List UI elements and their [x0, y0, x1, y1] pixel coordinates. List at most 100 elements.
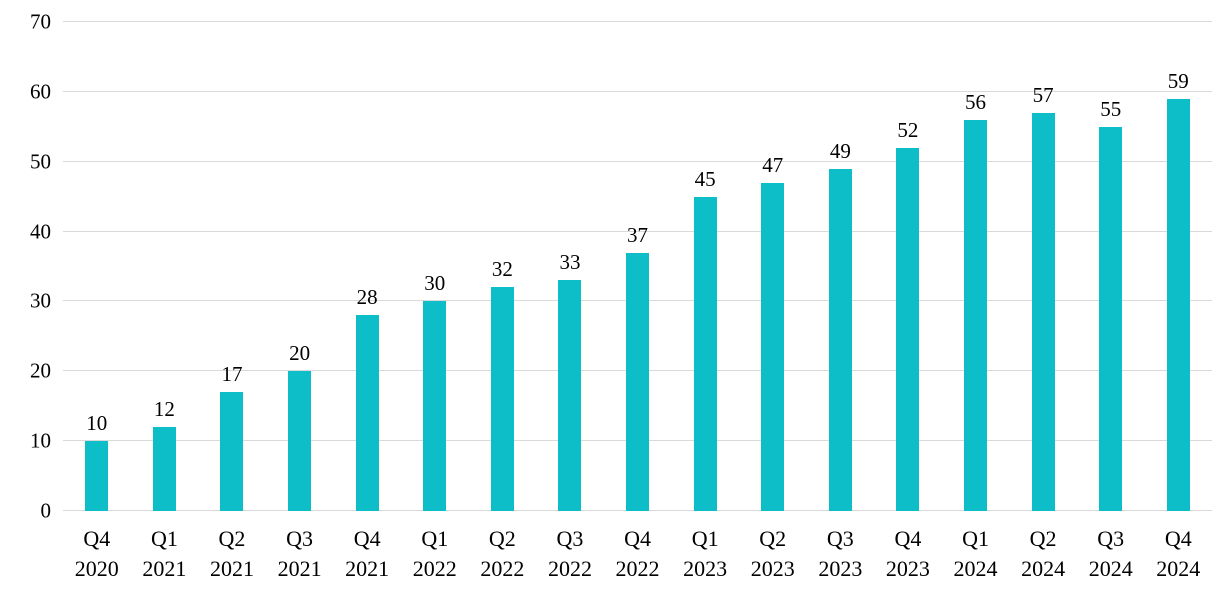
- x-axis-year-label: 2021: [345, 556, 390, 581]
- x-axis-year-label: 2023: [683, 556, 728, 581]
- bar-slot: 55: [1077, 22, 1145, 511]
- bar-value-label: 20: [289, 341, 311, 366]
- bar: [693, 196, 717, 511]
- x-axis-quarter-label: Q2: [218, 526, 246, 551]
- bar-value-label: 45: [694, 166, 716, 191]
- plot-area: 0 10 20 30 40 50 60 70 10 12 17 20 28 30 32 33 …: [30, 11, 1212, 521]
- x-axis-quarter-label: Q1: [421, 526, 449, 551]
- gridline-y-40: [63, 230, 1212, 232]
- gridline-y-50: [63, 160, 1212, 162]
- y-axis-tick-label: 20: [30, 358, 51, 383]
- bar-value-label: 33: [559, 250, 581, 275]
- bar: [85, 441, 109, 511]
- x-axis-tick: Q4 2023: [874, 524, 942, 584]
- x-axis-quarter-label: Q3: [556, 526, 584, 551]
- bar-value-label: 10: [86, 411, 108, 436]
- bar-value-label: 56: [965, 89, 987, 114]
- bar-slot: 56: [942, 22, 1010, 511]
- bar: [490, 287, 514, 511]
- bar: [355, 315, 379, 511]
- bar-value-label: 55: [1100, 96, 1122, 121]
- bar-value-label: 57: [1032, 82, 1054, 107]
- x-axis-year-label: 2024: [953, 556, 998, 581]
- x-axis-quarter-label: Q1: [150, 526, 178, 551]
- x-axis-tick: Q3 2024: [1077, 524, 1145, 584]
- bar-value-label: 47: [762, 152, 784, 177]
- bar-value-label: 17: [221, 362, 243, 387]
- x-axis-quarter-label: Q1: [962, 526, 989, 551]
- x-axis-year-label: 2020: [74, 556, 119, 581]
- bar-slot: 45: [671, 22, 739, 511]
- x-axis-year-label: 2021: [142, 556, 187, 581]
- x-axis-year-label: 2021: [277, 556, 322, 581]
- x-axis-tick: Q4 2024: [1145, 524, 1213, 584]
- bar: [288, 371, 312, 511]
- x-axis-tick: Q2 2022: [469, 524, 537, 584]
- x-axis-labels: Q4 2020 Q1 2021 Q2 2021 Q3 2021 Q4 2021 …: [63, 524, 1212, 584]
- bar-value-label: 37: [627, 222, 649, 247]
- bar-slot: 17: [198, 22, 266, 511]
- x-axis-tick: Q2 2023: [739, 524, 807, 584]
- x-axis-quarter-label: Q4: [894, 526, 922, 551]
- x-axis-tick: Q1 2024: [942, 524, 1010, 584]
- bar-value-label: 52: [897, 117, 919, 142]
- x-axis-year-label: 2024: [1156, 556, 1201, 581]
- x-axis-tick: Q3 2021: [266, 524, 334, 584]
- y-axis-tick-label: 10: [30, 428, 51, 453]
- x-axis-quarter-label: Q4: [624, 526, 651, 551]
- x-axis-tick: Q2 2024: [1009, 524, 1077, 584]
- bar: [558, 280, 582, 511]
- bar-value-label: 59: [1167, 68, 1189, 93]
- x-axis-quarter-label: Q3: [826, 526, 854, 551]
- x-axis-year-label: 2021: [209, 556, 254, 581]
- x-axis-quarter-label: Q4: [353, 526, 381, 551]
- x-axis-year-label: 2023: [818, 556, 863, 581]
- bar: [761, 182, 785, 511]
- bar: [1099, 126, 1123, 511]
- y-axis-tick-label: 50: [30, 149, 51, 174]
- x-axis-quarter-label: Q2: [488, 526, 516, 551]
- x-axis-year-label: 2023: [750, 556, 795, 581]
- bar-slot: 28: [333, 22, 401, 511]
- x-axis-quarter-label: Q2: [759, 526, 787, 551]
- x-axis-tick: Q4 2022: [604, 524, 672, 584]
- x-axis-quarter-label: Q2: [1029, 526, 1057, 551]
- x-axis-tick: Q3 2023: [807, 524, 875, 584]
- bar-slot: 12: [131, 22, 199, 511]
- bar-slot: 52: [874, 22, 942, 511]
- x-axis-year-label: 2024: [1088, 556, 1133, 581]
- bar-slot: 30: [401, 22, 469, 511]
- bar-value-label: 12: [153, 397, 175, 422]
- x-axis-year-label: 2022: [547, 556, 592, 581]
- x-axis-quarter-label: Q4: [1164, 526, 1192, 551]
- bar-slot: 47: [739, 22, 807, 511]
- x-axis-tick: Q1 2022: [401, 524, 469, 584]
- x-axis-tick: Q4 2020: [63, 524, 131, 584]
- x-axis-tick: Q1 2023: [671, 524, 739, 584]
- gridline-y-60: [63, 90, 1212, 92]
- x-axis-tick: Q4 2021: [333, 524, 401, 584]
- x-axis-year-label: 2022: [412, 556, 457, 581]
- bar: [152, 427, 176, 511]
- bar: [1166, 98, 1190, 511]
- x-axis-tick: Q1 2021: [131, 524, 199, 584]
- bar-slot: 33: [536, 22, 604, 511]
- bar: [828, 168, 852, 511]
- bar-slot: 32: [469, 22, 537, 511]
- y-axis-tick-label: 40: [30, 219, 51, 244]
- x-axis-year-label: 2022: [480, 556, 525, 581]
- y-axis-tick-label: 30: [30, 288, 51, 313]
- bar: [423, 301, 447, 511]
- x-axis-year-label: 2024: [1021, 556, 1066, 581]
- x-axis-tick: Q3 2022: [536, 524, 604, 584]
- bar-series: 10 12 17 20 28 30 32 33 37 45 47: [63, 22, 1212, 511]
- x-axis-quarter-label: Q4: [83, 526, 111, 551]
- bar: [220, 392, 244, 511]
- bar-slot: 59: [1145, 22, 1213, 511]
- bar: [964, 119, 988, 511]
- bar-value-label: 30: [424, 271, 446, 296]
- bar-slot: 57: [1009, 22, 1077, 511]
- x-axis-year-label: 2022: [615, 556, 660, 581]
- x-axis-quarter-label: Q3: [1097, 526, 1125, 551]
- bar: [626, 252, 650, 511]
